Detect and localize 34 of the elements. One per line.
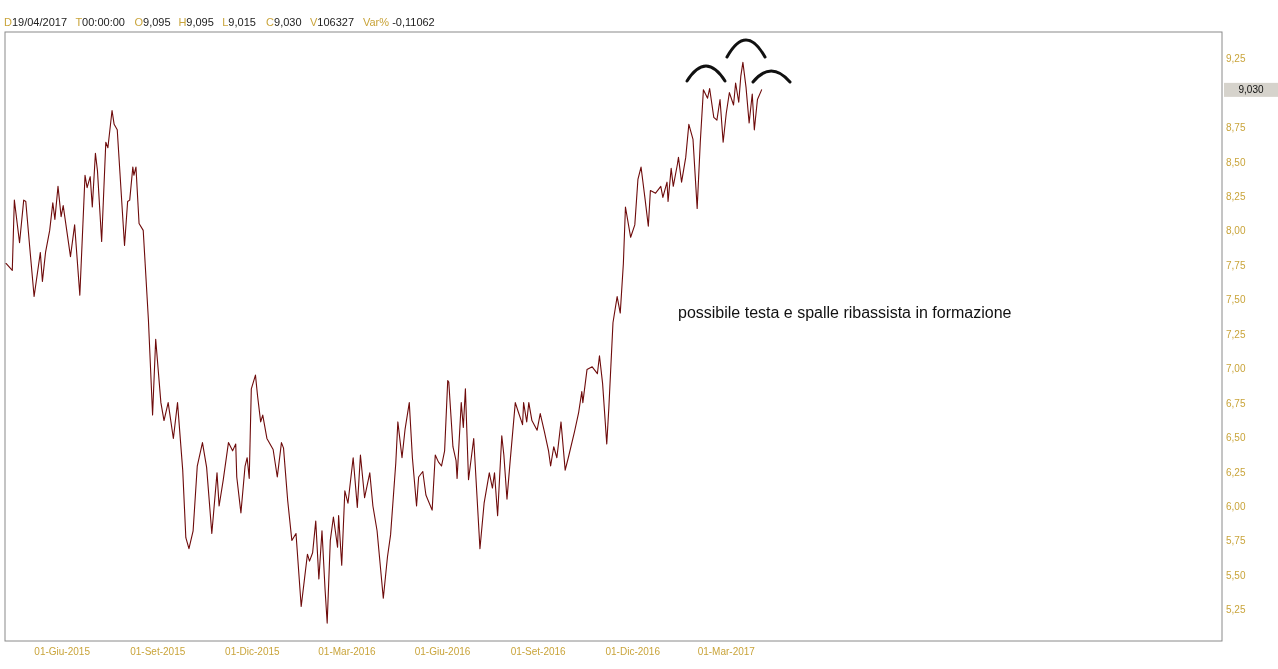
text: D19/04/2017: [4, 16, 68, 28]
text: H9,095: [178, 16, 214, 28]
x-tick-label: 01-Set-2016: [510, 646, 567, 657]
x-tick-label: 01-Giu-2016: [414, 646, 471, 657]
y-tick-label: 7,75: [1226, 259, 1246, 271]
text: 9,030: [1238, 83, 1264, 95]
y-tick-label: 6,00: [1226, 500, 1246, 512]
x-tick-label: 01-Set-2015: [130, 646, 186, 657]
y-tick-label: 8,25: [1226, 190, 1246, 202]
text: V106327: [309, 16, 355, 28]
text: Var% -0,11062: [363, 16, 435, 28]
text: C9,030: [266, 16, 302, 28]
x-tick-label: 01-Mar-2016: [318, 646, 376, 657]
y-tick-label: 8,75: [1226, 122, 1246, 134]
y-tick-label: 7,00: [1226, 363, 1246, 375]
text: L9,015: [222, 16, 256, 28]
x-tick-label: 01-Giu-2015: [34, 646, 91, 657]
y-tick-label: 7,25: [1226, 328, 1246, 340]
y-tick-label: 7,50: [1226, 294, 1246, 306]
y-tick-label: 6,75: [1226, 397, 1246, 409]
y-tick-label: 6,25: [1226, 466, 1246, 478]
y-tick-label: 9,25: [1226, 53, 1246, 65]
annotation: possibile testa e spalle ribassista in formazione: [678, 304, 1012, 321]
y-tick-label: 8,50: [1226, 156, 1246, 168]
y-tick-label: 5,25: [1226, 604, 1246, 616]
y-tick-label: 5,50: [1226, 569, 1246, 581]
x-tick-label: 01-Dic-2015: [225, 646, 281, 657]
x-tick-label: 01-Mar-2017: [697, 646, 756, 657]
y-tick-label: 8,00: [1226, 225, 1246, 237]
y-tick-label: 5,75: [1226, 535, 1246, 547]
text: O9,095: [134, 16, 171, 28]
y-tick-label: 6,50: [1226, 432, 1246, 444]
text: T00:00:00: [75, 16, 125, 28]
x-tick-label: 01-Dic-2016: [605, 646, 661, 657]
